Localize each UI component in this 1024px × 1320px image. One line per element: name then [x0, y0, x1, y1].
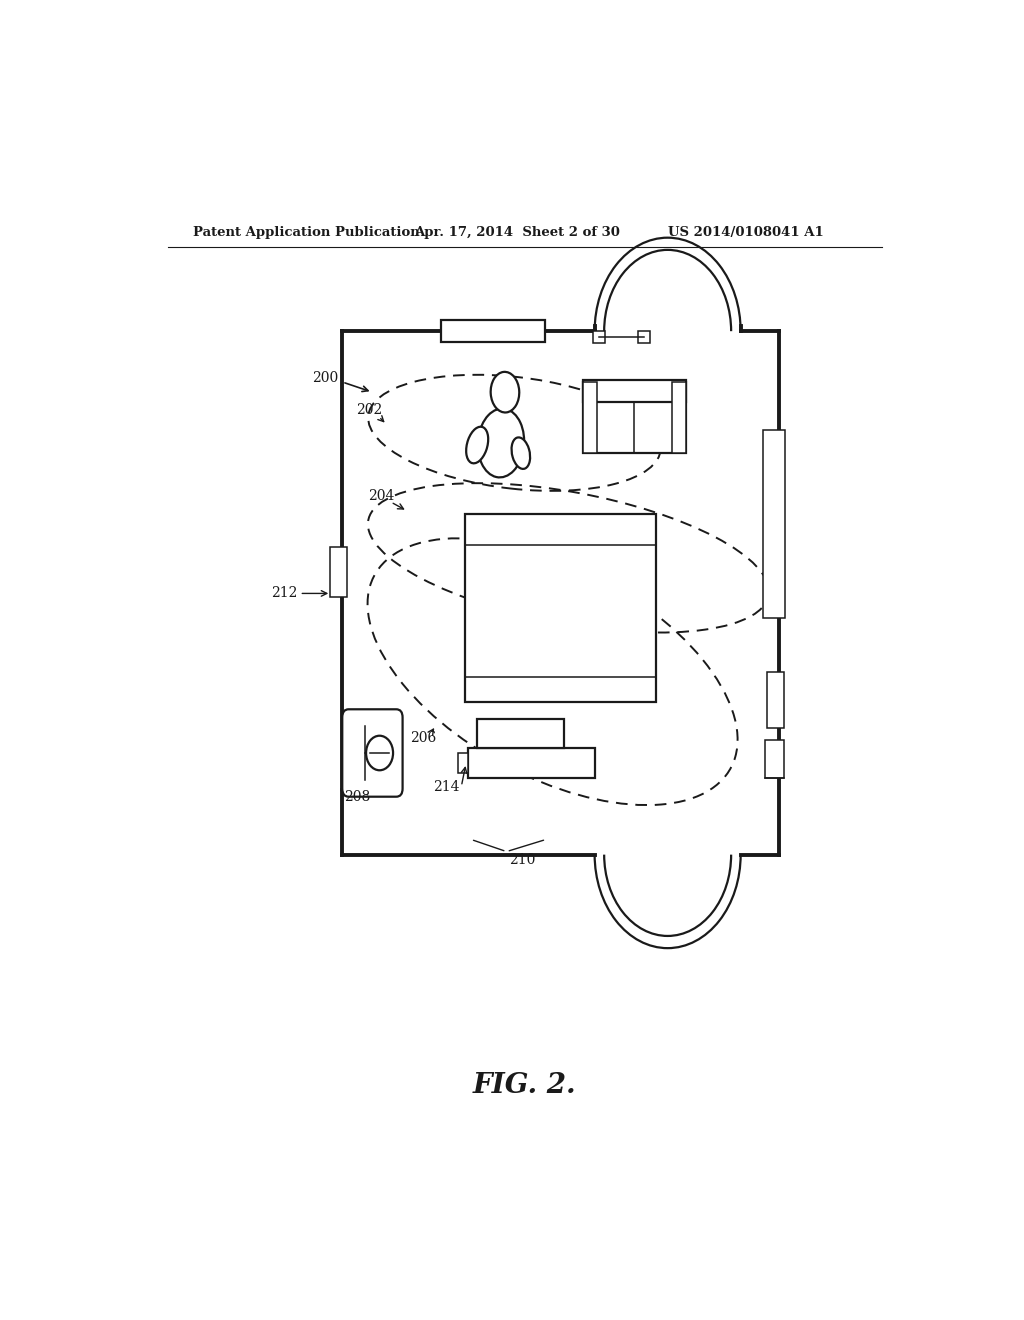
- Text: 202: 202: [356, 404, 383, 417]
- Bar: [593, 331, 605, 343]
- Bar: [763, 430, 785, 618]
- Bar: [477, 719, 564, 748]
- Bar: [767, 672, 784, 727]
- Text: FIG. 2.: FIG. 2.: [473, 1072, 577, 1098]
- Bar: [638, 331, 650, 343]
- FancyBboxPatch shape: [342, 709, 402, 797]
- Text: 200: 200: [312, 371, 338, 385]
- Text: 206: 206: [410, 731, 436, 744]
- Text: Apr. 17, 2014  Sheet 2 of 30: Apr. 17, 2014 Sheet 2 of 30: [414, 226, 620, 239]
- Bar: [458, 752, 468, 774]
- Bar: [672, 381, 686, 453]
- Bar: [465, 513, 655, 702]
- Text: 210: 210: [509, 853, 536, 867]
- Text: Patent Application Publication: Patent Application Publication: [194, 226, 420, 239]
- Text: 208: 208: [344, 789, 370, 804]
- Ellipse shape: [490, 372, 519, 412]
- Circle shape: [367, 735, 393, 771]
- Text: 212: 212: [270, 586, 297, 601]
- Bar: [468, 748, 595, 779]
- Bar: [330, 546, 347, 598]
- Bar: [583, 381, 597, 453]
- Ellipse shape: [478, 409, 524, 478]
- Bar: [583, 380, 686, 403]
- Bar: [583, 381, 686, 453]
- Text: 204: 204: [369, 488, 395, 503]
- Ellipse shape: [512, 437, 530, 469]
- Bar: [441, 319, 545, 342]
- Bar: [765, 739, 784, 779]
- Ellipse shape: [466, 426, 488, 463]
- Text: US 2014/0108041 A1: US 2014/0108041 A1: [668, 226, 823, 239]
- Text: 214: 214: [433, 780, 460, 793]
